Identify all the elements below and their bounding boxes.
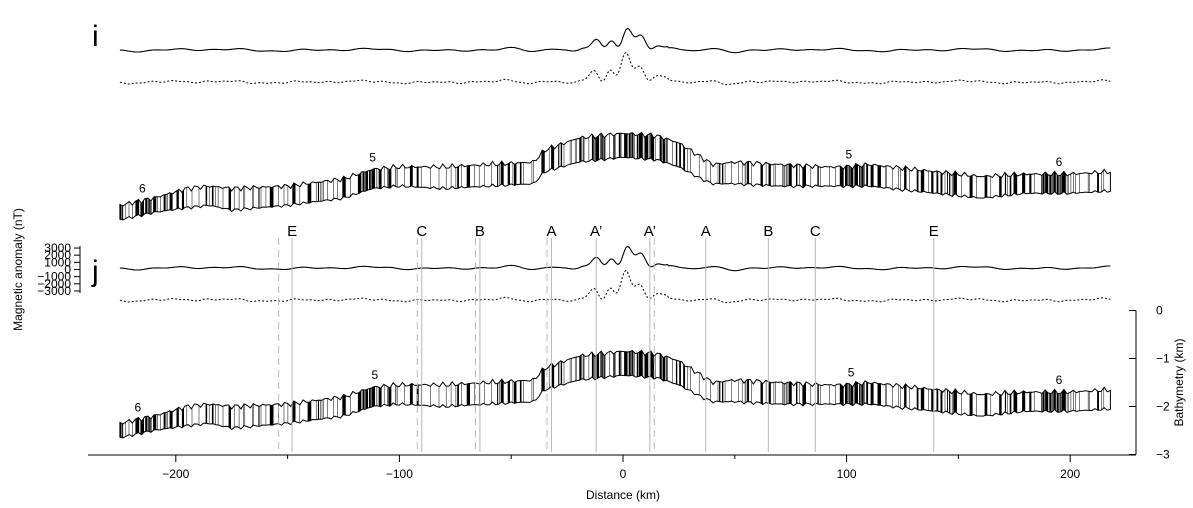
- magnetic-model-line: [119, 51, 1111, 86]
- marker-label-0: E: [287, 223, 297, 240]
- magnetic-tick-label-1: 2000: [44, 248, 71, 262]
- x-tick-label-4: 200: [1060, 467, 1080, 481]
- panel-i: i 6 5 5 6: [92, 20, 1111, 221]
- panel-j: j 6 5 5 6: [91, 245, 1111, 439]
- bathymetry-axis-title: Bathymetry (km): [1172, 338, 1186, 426]
- x-tick-label-3: 100: [837, 467, 857, 481]
- chron-label-i-1: 5: [369, 150, 376, 164]
- magnetic-tick-label-3: 0: [64, 263, 71, 277]
- magnetic-tick-label-4: −1000: [37, 270, 71, 284]
- marker-label-6: A: [701, 223, 711, 240]
- magnetic-axis-title: Magnetic anomaly (nT): [11, 208, 25, 331]
- chron-label-j-2: 5: [848, 365, 855, 379]
- magnetic-tick-label-5: −2000: [37, 277, 71, 291]
- chron-label-i-2: 5: [845, 148, 852, 162]
- chron-label-j-0: 6: [134, 401, 141, 415]
- bathymetry-band-outline: [119, 131, 1111, 221]
- chron-label-i-3: 6: [1056, 155, 1063, 169]
- bathymetry-tick-label-3: −3: [1156, 448, 1170, 462]
- magnetic-observed-line: [119, 27, 1111, 54]
- marker-label-5: A’: [644, 223, 656, 240]
- marker-label-2: B: [475, 223, 485, 240]
- panel-letter-j: j: [91, 255, 99, 288]
- x-tick-label-2: 0: [620, 467, 627, 481]
- bathymetry-tick-label-2: −2: [1156, 400, 1170, 414]
- x-tick-label-0: −200: [162, 467, 189, 481]
- marker-label-7: B: [763, 223, 773, 240]
- magnetic-tick-label-6: −3000: [37, 284, 71, 298]
- magnetic-model-line: [119, 269, 1111, 304]
- bathymetry-band-outline: [119, 349, 1111, 439]
- chron-label-i-0: 6: [139, 182, 146, 196]
- bathymetry-tick-label-0: 0: [1156, 304, 1163, 318]
- magnetic-observed-line: [119, 245, 1111, 272]
- magnetic-tick-label-2: 1000: [44, 255, 71, 269]
- marker-label-1: C: [416, 223, 427, 240]
- marker-label-8: C: [810, 223, 821, 240]
- polarity-stripes: [119, 350, 1105, 438]
- x-tick-label-1: −100: [386, 467, 413, 481]
- polarity-stripes: [119, 132, 1105, 220]
- chron-label-j-3: 6: [1056, 373, 1063, 387]
- bathymetry-tick-label-1: −1: [1156, 352, 1170, 366]
- marker-label-9: E: [929, 223, 939, 240]
- marker-label-3: A: [546, 223, 556, 240]
- magnetic-tick-label-0: 3000: [44, 241, 71, 255]
- panel-letter-i: i: [92, 20, 99, 53]
- chron-label-j-1: 5: [371, 368, 378, 382]
- x-axis-title: Distance (km): [586, 488, 660, 502]
- marker-label-4: A’: [590, 223, 602, 240]
